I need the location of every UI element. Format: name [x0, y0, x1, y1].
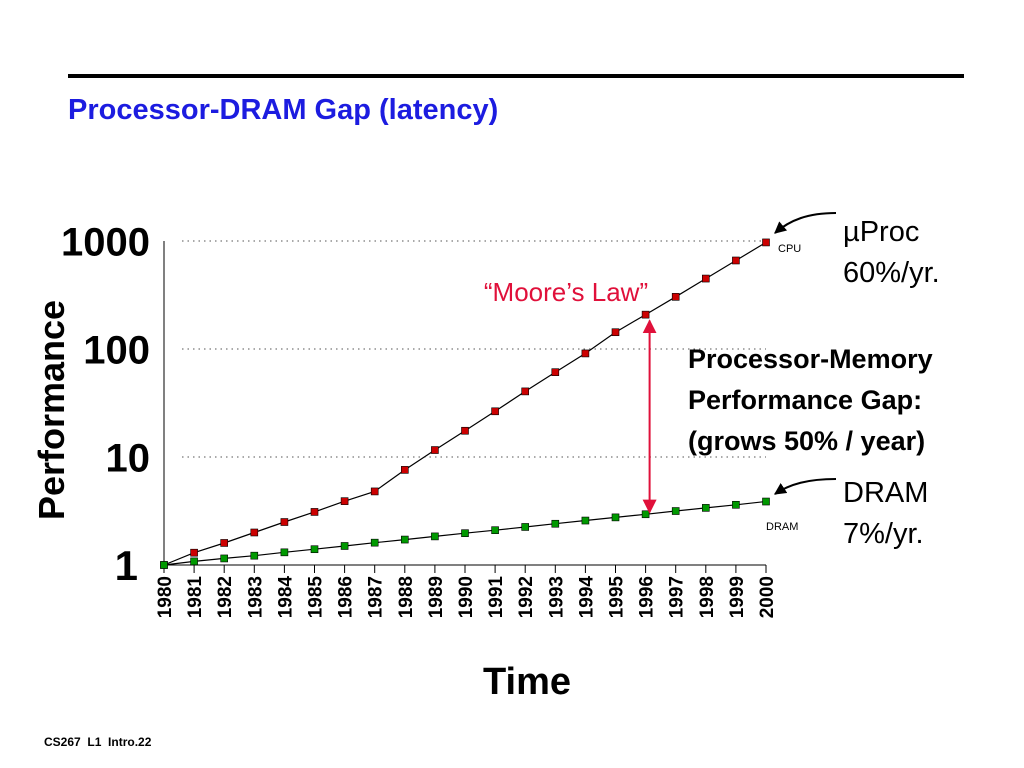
dram-data-point — [160, 561, 168, 569]
dram-data-point — [732, 500, 740, 509]
cpu-data-point — [431, 446, 439, 454]
dram-data-point — [340, 542, 349, 550]
axis-ticks — [163, 565, 767, 573]
dram-data-point — [701, 504, 710, 512]
slide-title: Processor-DRAM Gap (latency) — [68, 94, 499, 126]
dram-label-pointer — [774, 478, 837, 495]
proc-label-line1: µProc — [843, 216, 919, 248]
cpu-data-point — [732, 256, 740, 265]
y-tick-label: 1 — [115, 542, 138, 589]
series-lines — [163, 241, 767, 566]
x-tick-label: 1993 — [546, 576, 567, 618]
dram-label-line1: DRAM — [843, 477, 928, 509]
x-tick-label: 1986 — [336, 576, 357, 618]
cpu-data-point — [280, 518, 289, 526]
dram-data-point — [431, 532, 439, 541]
dram-data-point — [551, 519, 560, 528]
x-tick-label: 1990 — [456, 576, 477, 618]
cpu-data-point — [701, 274, 710, 283]
cpu-data-point — [581, 349, 590, 358]
x-tick-label: 1988 — [396, 576, 417, 618]
cpu-data-point — [250, 528, 259, 537]
x-tick-label: 1989 — [426, 576, 447, 618]
cpu-data-point — [551, 368, 560, 376]
dram-data-point — [250, 551, 259, 560]
x-tick-label: 1997 — [667, 576, 688, 618]
gridlines — [182, 240, 766, 458]
cpu-data-point — [370, 487, 379, 496]
slide-footer: CS267 L1 Intro.22 — [44, 735, 152, 749]
cpu-data-point — [190, 548, 198, 557]
cpu-data-point — [220, 539, 228, 547]
x-tick-labels: 1980 1981 1982 1983 1984 1985 1986 1987 1988 1989… — [155, 576, 778, 619]
cpu-data-point — [400, 466, 409, 474]
series-points — [160, 238, 770, 569]
y-axis-label: Performance — [31, 300, 72, 520]
x-tick-label: 1984 — [275, 576, 296, 619]
cpu-data-point — [611, 328, 620, 337]
gap-label-line2: Performance Gap: — [688, 385, 922, 415]
proc-label-line2: 60%/yr. — [843, 257, 940, 289]
cpu-series-tag: CPU — [778, 243, 801, 255]
moores-law-label: “Moore’s Law” — [484, 277, 648, 307]
dram-data-point — [611, 513, 620, 522]
cpu-data-point — [521, 387, 530, 396]
cpu-data-point — [762, 238, 770, 247]
dram-label-line2: 7%/yr. — [843, 518, 924, 550]
dram-data-point — [641, 510, 650, 519]
y-tick-labels: 1 10 100 1000 — [61, 220, 150, 589]
gap-label-line3: (grows 50% / year) — [688, 426, 925, 456]
cpu-data-point — [310, 508, 319, 516]
x-tick-label: 1998 — [697, 576, 718, 618]
cpu-series-line — [163, 241, 767, 566]
dram-data-point — [310, 545, 319, 554]
dram-data-point — [190, 557, 198, 566]
dram-data-point — [491, 526, 499, 535]
y-tick-label: 1000 — [61, 220, 150, 264]
y-tick-label: 100 — [83, 328, 150, 372]
x-tick-label: 1992 — [516, 576, 537, 618]
cpu-data-point — [671, 293, 680, 301]
gap-label-line1: Processor-Memory — [688, 344, 933, 374]
cpu-data-point — [461, 426, 469, 435]
dram-data-point — [370, 538, 379, 547]
dram-data-point — [400, 535, 409, 544]
x-tick-label: 1994 — [576, 576, 597, 619]
cpu-data-point — [340, 497, 349, 505]
cpu-data-point — [641, 310, 650, 319]
x-tick-label: 1987 — [366, 576, 387, 618]
x-tick-label: 1995 — [607, 576, 628, 619]
x-tick-label: 1981 — [185, 576, 206, 619]
x-axis-label: Time — [483, 661, 571, 703]
proc-label-pointer — [774, 212, 837, 234]
y-tick-label: 10 — [106, 436, 151, 480]
x-tick-label: 1991 — [486, 576, 507, 619]
dram-data-point — [461, 529, 469, 537]
dram-series-tag: DRAM — [766, 521, 798, 533]
x-tick-label: 2000 — [757, 576, 778, 618]
cpu-data-point — [491, 407, 499, 416]
dram-data-point — [671, 507, 680, 515]
x-tick-label: 1983 — [245, 576, 266, 618]
x-tick-label: 1982 — [215, 576, 236, 618]
title-rule — [68, 74, 964, 78]
x-tick-label: 1985 — [306, 576, 327, 619]
x-tick-label: 1996 — [637, 576, 658, 618]
x-tick-label: 1999 — [727, 576, 748, 618]
dram-data-point — [521, 523, 530, 531]
dram-data-point — [280, 548, 289, 557]
dram-data-point — [220, 554, 228, 563]
x-tick-label: 1980 — [155, 576, 176, 618]
dram-data-point — [581, 516, 590, 525]
dram-data-point — [762, 497, 770, 506]
